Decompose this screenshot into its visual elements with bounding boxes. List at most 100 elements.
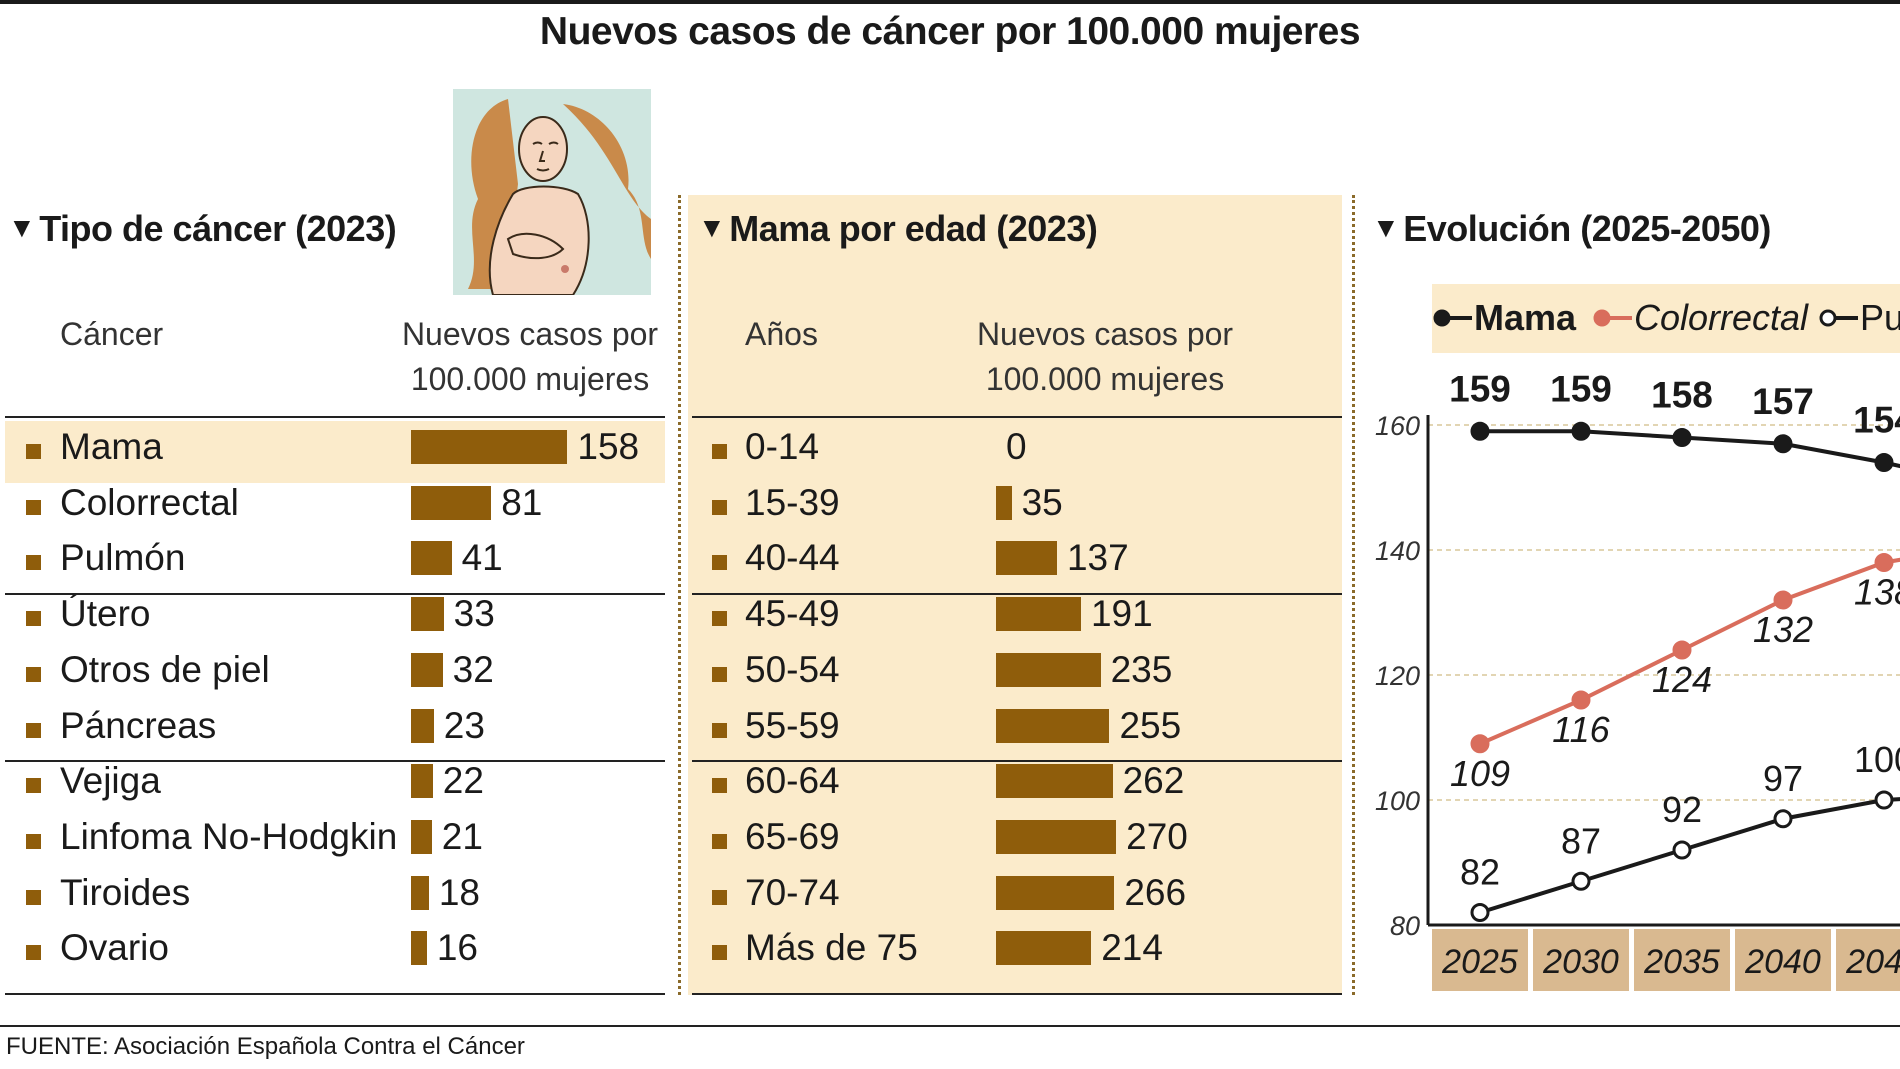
row-bar bbox=[996, 597, 1081, 632]
data-label: 138 bbox=[1854, 572, 1900, 613]
row-marker bbox=[26, 444, 41, 459]
data-label: 132 bbox=[1753, 609, 1813, 650]
data-label: 100 bbox=[1854, 739, 1900, 780]
triangle-down-icon: ▼ bbox=[1372, 212, 1400, 243]
tipo-section-title: ▼ Tipo de cáncer (2023) bbox=[8, 208, 397, 250]
row-value: 235 bbox=[1110, 648, 1173, 690]
row-marker bbox=[712, 555, 727, 571]
x-tick-label: 2045 bbox=[1845, 943, 1900, 981]
y-tick-label: 160 bbox=[1375, 411, 1420, 441]
row-value: 22 bbox=[442, 760, 484, 802]
row-label: 15-39 bbox=[745, 481, 840, 523]
row-value: 262 bbox=[1122, 760, 1185, 802]
row-label: Ovario bbox=[60, 927, 169, 969]
venus-detail bbox=[561, 265, 569, 273]
edad-bottom-rule bbox=[692, 993, 1342, 995]
edad-group-rule-2 bbox=[692, 760, 1342, 762]
row-bar bbox=[411, 819, 432, 854]
data-point bbox=[1773, 434, 1793, 454]
data-label: 116 bbox=[1552, 709, 1610, 750]
row-marker bbox=[712, 611, 727, 627]
row-label: Colorrectal bbox=[60, 481, 239, 523]
row-label: Más de 75 bbox=[745, 927, 918, 969]
triangle-down-icon: ▼ bbox=[698, 212, 726, 243]
row-label: 60-64 bbox=[745, 760, 840, 802]
row-label: Vejiga bbox=[60, 760, 161, 802]
row-label: Otros de piel bbox=[60, 648, 270, 690]
data-point bbox=[1773, 590, 1793, 610]
data-point bbox=[1571, 421, 1591, 441]
row-marker bbox=[712, 778, 727, 794]
y-tick-label: 80 bbox=[1390, 911, 1420, 941]
row-value: 214 bbox=[1101, 927, 1163, 969]
data-point bbox=[1773, 809, 1793, 829]
row-value: 270 bbox=[1126, 815, 1188, 857]
data-label: 97 bbox=[1763, 758, 1803, 799]
tipo-col-value: Nuevos casos por 100.000 mujeres bbox=[390, 312, 670, 402]
row-value: 21 bbox=[441, 815, 483, 857]
x-tick-label: 2035 bbox=[1643, 943, 1720, 981]
row-marker bbox=[26, 555, 41, 571]
venus-hand bbox=[506, 232, 565, 260]
edad-col-value-text: Nuevos casos por 100.000 mujeres bbox=[976, 316, 1234, 397]
legend-label: Pu bbox=[1860, 297, 1900, 338]
row-marker bbox=[26, 722, 41, 738]
legend-label: Colorrectal bbox=[1634, 297, 1809, 338]
row-value: 137 bbox=[1066, 537, 1129, 579]
data-point bbox=[1672, 428, 1692, 447]
bottom-rule bbox=[0, 1025, 1900, 1027]
row-marker bbox=[712, 499, 727, 515]
row-label: Útero bbox=[60, 593, 151, 635]
x-tick-band bbox=[1836, 929, 1900, 991]
row-marker bbox=[26, 833, 41, 849]
divider-right bbox=[1352, 195, 1355, 995]
legend-swatch-marker bbox=[1433, 309, 1451, 327]
row-value: 32 bbox=[452, 648, 494, 690]
row-value: 158 bbox=[577, 426, 640, 467]
edad-col-label: Años bbox=[745, 316, 818, 352]
row-bar bbox=[411, 485, 492, 520]
row-marker bbox=[26, 889, 41, 905]
edad-section-title: ▼ Mama por edad (2023) bbox=[698, 208, 1098, 250]
row-bar bbox=[411, 652, 443, 687]
x-tick-band bbox=[1634, 929, 1730, 991]
x-tick-label: 2030 bbox=[1542, 943, 1619, 981]
row-bar bbox=[996, 541, 1057, 576]
row-label: Páncreas bbox=[60, 704, 217, 746]
row-marker bbox=[26, 778, 41, 794]
row-bar bbox=[996, 819, 1117, 854]
row-bar bbox=[996, 764, 1113, 799]
x-tick-band bbox=[1533, 929, 1629, 991]
data-label: 82 bbox=[1460, 852, 1500, 893]
edad-header-rule bbox=[692, 416, 1342, 418]
row-label: 0-14 bbox=[745, 426, 820, 467]
evolucion-section-title: ▼ Evolución (2025-2050) bbox=[1372, 208, 1771, 250]
edad-col-value: Nuevos casos por 100.000 mujeres bbox=[955, 312, 1255, 402]
legend-swatch-marker bbox=[1593, 309, 1611, 327]
row-label: Mama bbox=[60, 426, 163, 467]
data-point bbox=[1571, 690, 1591, 710]
x-tick-band bbox=[1432, 929, 1528, 991]
data-point bbox=[1672, 840, 1692, 860]
row-value: 266 bbox=[1124, 871, 1187, 913]
top-rule bbox=[0, 0, 1900, 4]
row-value: 35 bbox=[1021, 481, 1063, 523]
row-marker bbox=[26, 666, 41, 682]
data-label: 159 bbox=[1449, 368, 1511, 409]
x-tick-label: 2040 bbox=[1744, 943, 1821, 981]
data-label: 92 bbox=[1662, 789, 1702, 830]
data-label: 158 bbox=[1651, 375, 1713, 416]
row-bar bbox=[411, 597, 444, 632]
venus-face bbox=[518, 116, 568, 182]
edad-section-title-text: Mama por edad (2023) bbox=[729, 208, 1098, 249]
row-label: Tiroides bbox=[60, 871, 191, 913]
row-value: 33 bbox=[453, 593, 495, 635]
edad-panel-background bbox=[688, 195, 1342, 995]
x-tick-label: 2025 bbox=[1441, 943, 1518, 981]
y-tick-label: 140 bbox=[1375, 536, 1420, 566]
row-marker bbox=[712, 889, 727, 905]
data-point bbox=[1470, 734, 1490, 754]
row-marker bbox=[26, 611, 41, 627]
venus-hair-right bbox=[563, 104, 651, 259]
row-value: 23 bbox=[443, 704, 485, 746]
